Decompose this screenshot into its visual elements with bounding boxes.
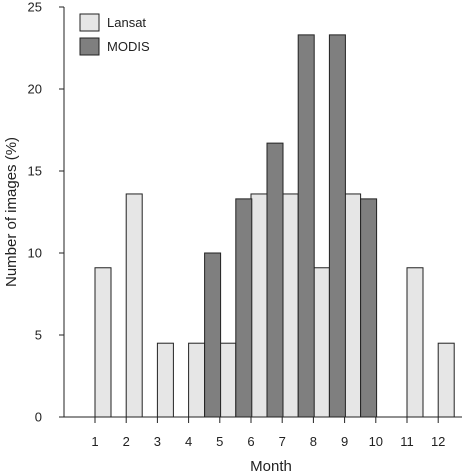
- bar-lansat-month-4: [188, 342, 206, 418]
- x-tick-label-2: 2: [123, 434, 130, 449]
- bars-group: [94, 34, 455, 418]
- bar-lansat-month-5: [219, 342, 237, 418]
- bar-modis-month-6: [266, 142, 284, 418]
- x-tick-label-9: 9: [341, 434, 348, 449]
- bar-modis-month-9: [360, 198, 378, 418]
- x-tick-label-11: 11: [400, 434, 414, 449]
- y-tick-label-15: 15: [28, 164, 42, 179]
- legend-label-modis: MODIS: [107, 39, 150, 54]
- x-tick-label-8: 8: [310, 434, 317, 449]
- y-tick-label-5: 5: [35, 328, 42, 343]
- legend-swatch-lansat: [79, 13, 100, 32]
- x-axis-title: Month: [250, 458, 292, 474]
- x-tick-label-7: 7: [279, 434, 286, 449]
- x-tick-label-5: 5: [216, 434, 223, 449]
- bar-lansat-month-7: [281, 193, 299, 418]
- bar-lansat-month-3: [156, 342, 174, 418]
- x-tick-label-6: 6: [247, 434, 254, 449]
- x-tick-label-10: 10: [369, 434, 383, 449]
- legend-label-lansat: Lansat: [107, 15, 146, 30]
- bar-lansat-month-6: [250, 193, 268, 418]
- legend: Lansat MODIS: [79, 13, 150, 56]
- bar-lansat-month-9: [344, 193, 362, 418]
- bar-modis-month-8: [328, 34, 346, 418]
- x-tick-label-3: 3: [154, 434, 161, 449]
- bar-lansat-month-1: [94, 267, 112, 418]
- y-axis-title: Number of images (%): [3, 137, 20, 287]
- bar-lansat-month-8: [312, 267, 330, 418]
- bar-modis-month-4: [204, 252, 222, 418]
- y-tick-label-20: 20: [28, 82, 42, 97]
- bar-modis-month-7: [297, 34, 315, 418]
- y-tick-label-0: 0: [35, 410, 42, 425]
- x-tick-label-1: 1: [91, 434, 98, 449]
- bar-lansat-month-12: [437, 342, 455, 418]
- y-tick-label-25: 25: [28, 0, 42, 15]
- bar-modis-month-5: [235, 198, 253, 418]
- x-tick-label-12: 12: [431, 434, 445, 449]
- x-tick-label-4: 4: [185, 434, 192, 449]
- y-axis-ticks: 0 5 10 15 20 25: [28, 0, 64, 425]
- bar-lansat-month-2: [125, 193, 143, 418]
- bar-lansat-month-11: [406, 267, 424, 418]
- x-axis-ticks: 1 2 3 4 5 6 7 8 9 10 11 12: [91, 417, 445, 449]
- legend-swatch-modis: [79, 37, 100, 56]
- y-tick-label-10: 10: [28, 246, 42, 261]
